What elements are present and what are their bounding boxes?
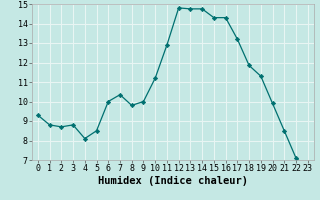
X-axis label: Humidex (Indice chaleur): Humidex (Indice chaleur) [98, 176, 248, 186]
